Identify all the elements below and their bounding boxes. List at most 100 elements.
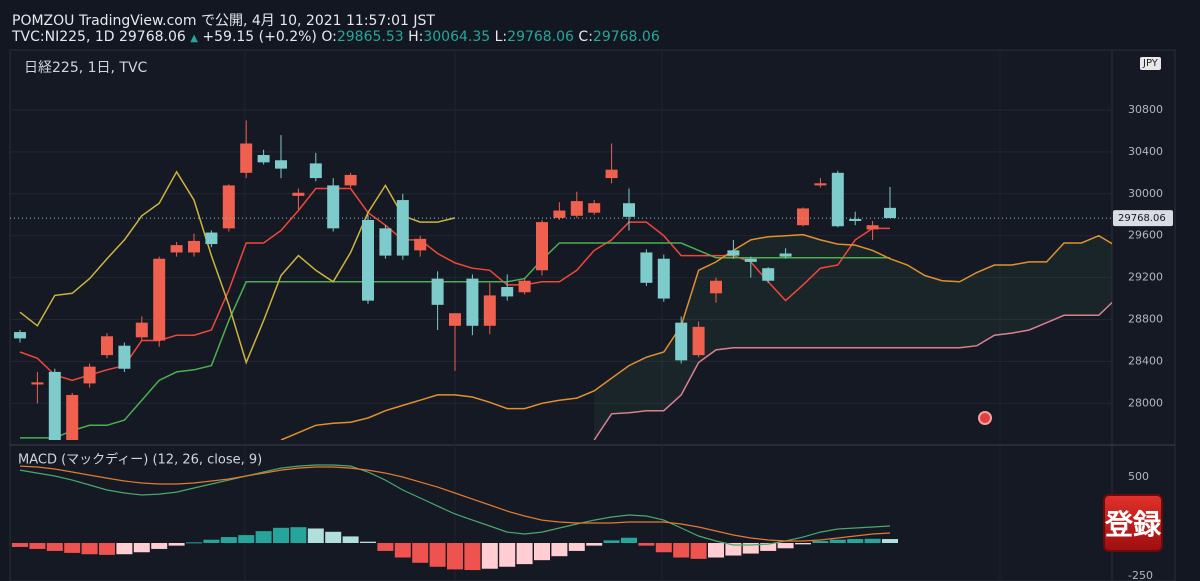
histogram-bar: [360, 541, 376, 544]
last-price-box: [1113, 210, 1173, 227]
candle-body: [744, 258, 757, 262]
candle-body: [327, 185, 340, 229]
histogram-bar: [812, 541, 829, 544]
low-value: 29768.06: [507, 29, 574, 45]
histogram-bar: [133, 543, 150, 553]
candle-body: [188, 240, 200, 253]
y-tick-label: 28400: [1128, 354, 1163, 367]
candle-body: [623, 203, 635, 217]
indicator-line: [593, 301, 1112, 440]
histogram-bar: [64, 543, 81, 553]
histogram-bar: [168, 543, 185, 546]
candle-body: [605, 169, 618, 179]
candle-body: [501, 287, 514, 297]
histogram-bar: [307, 528, 324, 544]
candle-body: [101, 336, 113, 356]
high-value: 30064.35: [423, 29, 491, 45]
candle-body: [292, 192, 305, 196]
histogram-bar: [290, 527, 307, 544]
candle-body: [640, 252, 653, 283]
histogram-bar: [220, 537, 237, 544]
up-arrow: ▲: [190, 33, 198, 44]
candle-body: [831, 172, 844, 227]
histogram-bar: [116, 543, 133, 555]
candle-body: [309, 163, 322, 179]
candle-body: [396, 200, 409, 256]
histogram-bar: [273, 527, 289, 544]
histogram-bar: [99, 543, 115, 555]
candle-body: [797, 208, 809, 226]
indicator-line: [20, 242, 890, 439]
candle-body: [518, 280, 531, 293]
close-value: 29768.06: [592, 29, 660, 45]
candle-body: [118, 345, 131, 369]
candle-body: [379, 228, 392, 256]
y-tick-label: 29200: [1128, 271, 1163, 284]
histogram-bar: [847, 539, 864, 544]
candle-body: [222, 185, 235, 229]
candle-body: [466, 278, 479, 326]
currency-badge[interactable]: JPY: [1140, 57, 1161, 70]
cursor-dot: [978, 411, 992, 425]
histogram-bar: [638, 543, 655, 546]
histogram-bar: [655, 543, 672, 553]
histogram-bar: [255, 531, 272, 544]
candle-body: [83, 366, 96, 384]
histogram-bar: [603, 540, 620, 544]
histogram-bar: [829, 539, 846, 544]
candle-body: [14, 332, 26, 339]
y-tick-label: 28000: [1128, 396, 1163, 409]
histogram-bar: [12, 543, 28, 547]
candle-body: [536, 222, 548, 271]
candle-body: [66, 394, 79, 440]
histogram-bar: [864, 538, 881, 544]
publish-line: POMZOU TradingView.com で公開, 4月 10, 2021 …: [12, 13, 435, 29]
y-tick-label: -250: [1128, 569, 1153, 581]
high-label: H:: [408, 29, 424, 45]
candle-body: [362, 219, 374, 301]
candle-body: [205, 232, 218, 245]
histogram-bar: [708, 543, 724, 558]
histogram-bar: [673, 543, 690, 558]
histogram-bar: [621, 537, 637, 544]
candle-body: [570, 201, 583, 216]
candle-body: [692, 326, 705, 356]
open-value: 29865.53: [336, 29, 404, 45]
macd-pane-title: MACD (マックディー) (12, 26, close, 9): [18, 452, 262, 468]
candle-body: [675, 322, 688, 361]
histogram-bar: [568, 543, 585, 551]
candle-body: [275, 160, 287, 169]
histogram-bar: [516, 543, 533, 565]
histogram-bar: [586, 543, 603, 546]
histogram-bar: [342, 536, 359, 544]
candle-body: [553, 210, 566, 218]
histogram-bar: [412, 543, 429, 563]
histogram-bar: [481, 543, 498, 569]
candle-body: [344, 174, 357, 186]
histogram-bar: [551, 543, 568, 557]
histogram-bar: [238, 535, 255, 544]
macd-line: [19, 465, 891, 542]
candle-body: [449, 313, 461, 326]
candle-body: [884, 207, 896, 219]
plot-area: [10, 109, 1112, 440]
change: +59.15 (+0.2%): [202, 29, 317, 45]
y-tick-label: 30000: [1128, 187, 1163, 200]
candle-body: [762, 268, 775, 281]
y-tick-label: 29600: [1128, 229, 1163, 242]
quote-line: TVC:NI225, 1D 29768.06 ▲ +59.15 (+0.2%) …: [12, 29, 660, 45]
histogram-bar: [499, 543, 516, 567]
candle-body: [866, 225, 879, 230]
histogram-bar: [186, 542, 202, 544]
histogram-bar: [795, 543, 811, 545]
histogram-bar: [377, 543, 394, 551]
candle-body: [31, 382, 44, 385]
candle-body: [814, 183, 827, 186]
candle-body: [48, 371, 61, 440]
histogram-bar: [725, 543, 742, 556]
indicator-line: [19, 170, 456, 365]
histogram-bar: [151, 543, 168, 549]
y-tick-label: 30400: [1128, 145, 1163, 158]
register-button[interactable]: 登録: [1103, 494, 1163, 552]
